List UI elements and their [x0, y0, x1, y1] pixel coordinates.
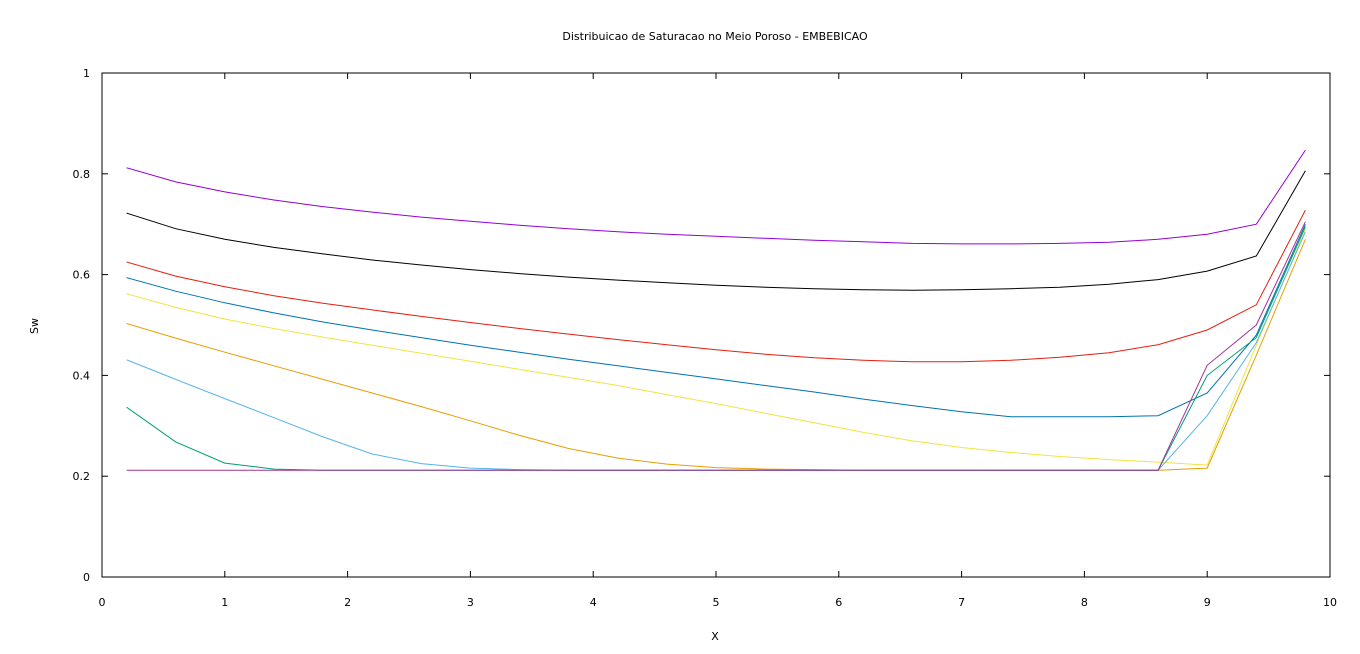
series-lines — [126, 149, 1306, 471]
y-tick-label: 1 — [83, 67, 90, 80]
x-tick-label: 3 — [467, 596, 474, 609]
x-tick-label: 10 — [1323, 596, 1337, 609]
plot-frame — [101, 72, 1331, 578]
x-tick-label: 6 — [835, 596, 842, 609]
series-line-7 — [126, 231, 1306, 471]
series-line-5 — [126, 229, 1306, 466]
series-line-4 — [126, 223, 1306, 418]
series-line-1 — [126, 149, 1306, 245]
y-tick-label: 0.2 — [73, 470, 91, 483]
x-tick-label: 2 — [344, 596, 351, 609]
x-tick-label: 0 — [99, 596, 106, 609]
series-line-2 — [126, 170, 1306, 291]
chart-title: Distribuicao de Saturacao no Meio Poroso… — [562, 30, 868, 43]
y-tick-label: 0.6 — [73, 269, 91, 282]
series-line-6 — [126, 239, 1306, 471]
x-tick-label: 1 — [221, 596, 228, 609]
x-tick-label: 5 — [713, 596, 720, 609]
y-tick-label: 0.4 — [73, 369, 91, 382]
y-axis-label: Sw — [28, 318, 41, 334]
axis-ticks: 0 1 2 3 4 5 6 7 8 9 10 0 0.2 0.4 0.6 0.8 1 — [73, 67, 1338, 609]
series-line-9 — [126, 221, 1306, 471]
y-tick-label: 0.8 — [73, 168, 91, 181]
series-line-3 — [126, 209, 1306, 363]
y-tick-label: 0 — [83, 571, 90, 584]
x-tick-label: 7 — [958, 596, 965, 609]
x-tick-label: 4 — [590, 596, 597, 609]
x-tick-label: 8 — [1081, 596, 1088, 609]
x-axis-label: X — [711, 630, 719, 643]
x-tick-label: 9 — [1204, 596, 1211, 609]
series-line-8 — [126, 226, 1306, 471]
